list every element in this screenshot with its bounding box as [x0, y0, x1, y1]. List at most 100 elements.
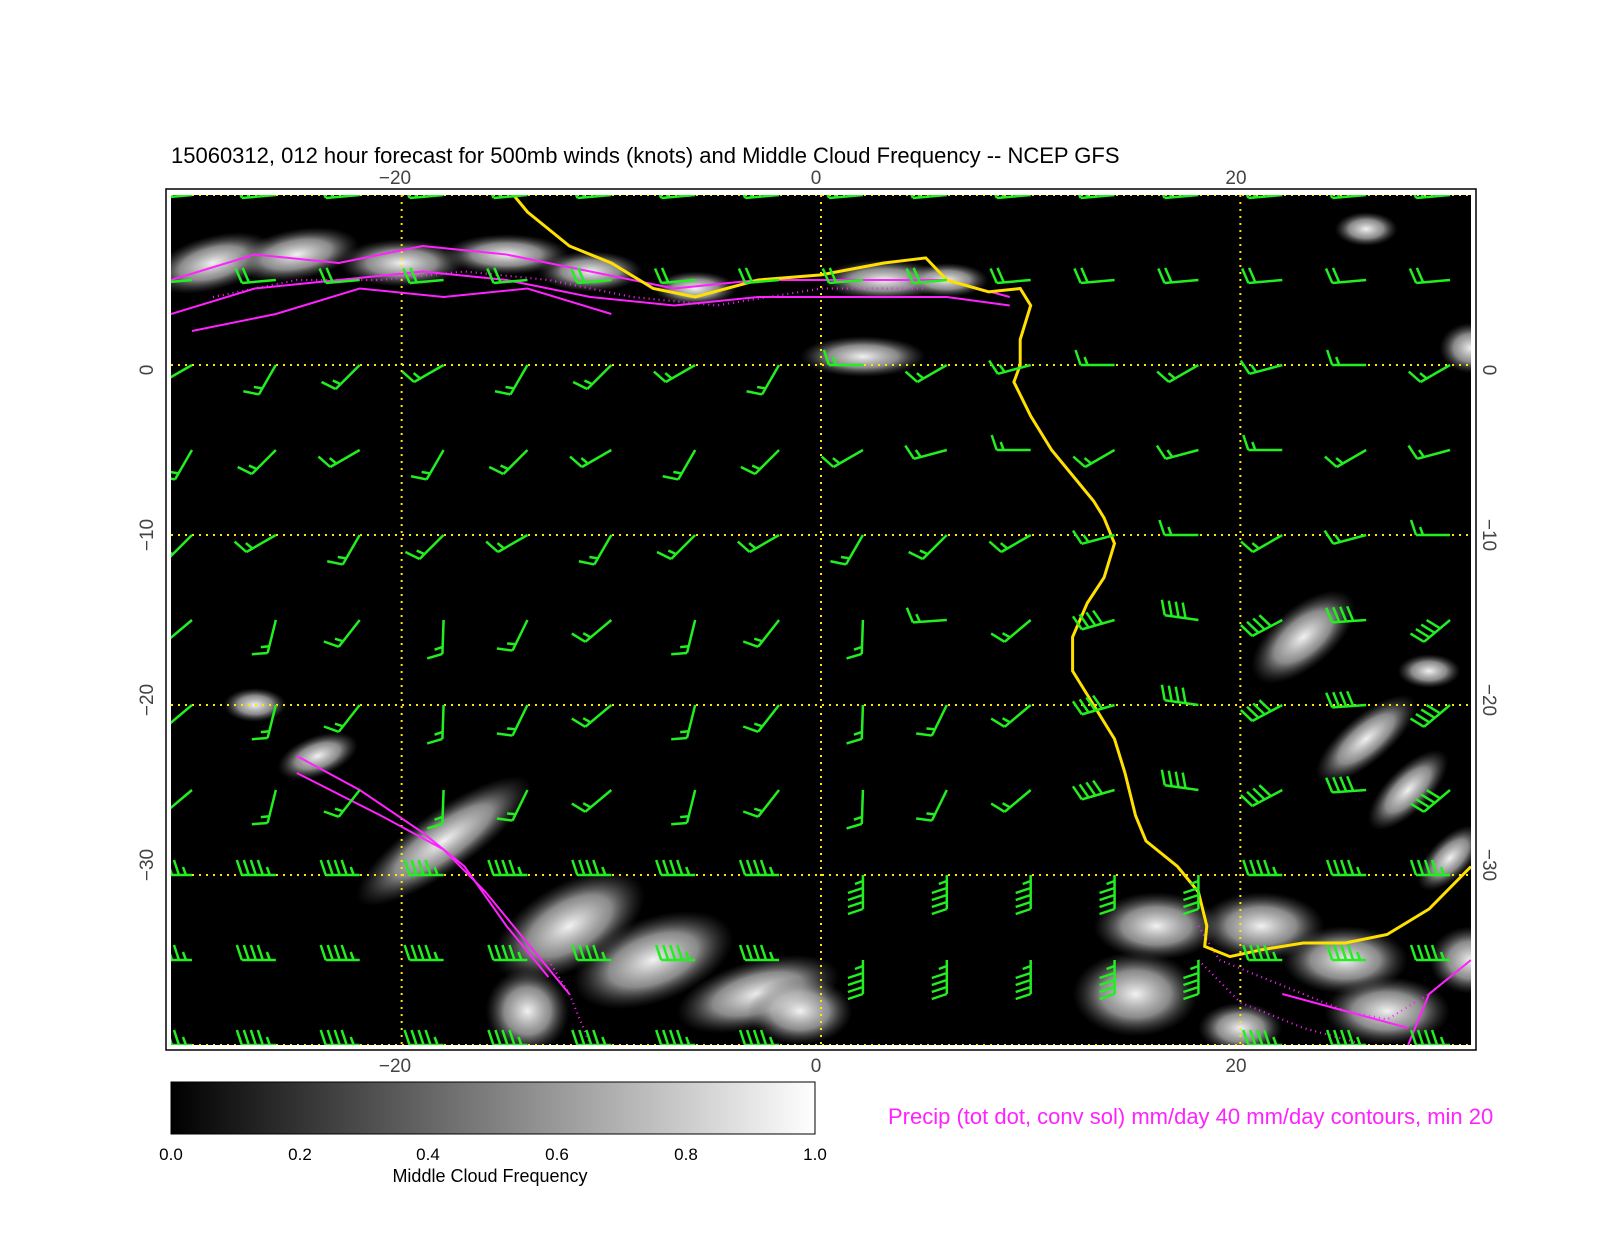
wind-barb [1325, 605, 1367, 624]
wind-barb [931, 960, 949, 1001]
wind-barb [234, 267, 276, 285]
wind-barb [572, 364, 613, 391]
wind-barb [171, 1029, 192, 1045]
wind-barb [571, 789, 613, 813]
wind-barb [1409, 859, 1451, 877]
wind-barb [1071, 609, 1115, 631]
wind-barb [1099, 875, 1116, 916]
wind-barb [653, 363, 696, 384]
wind-barb [487, 859, 528, 877]
wind-barb [404, 534, 445, 561]
cloud-patch [1093, 892, 1220, 960]
wind-barb [496, 619, 529, 652]
right-lat-label: −20 [1478, 684, 1499, 716]
wind-barb [426, 704, 445, 745]
wind-barb [1240, 195, 1283, 200]
wind-barb [486, 195, 528, 200]
wind-barb [990, 704, 1032, 728]
wind-barb [1015, 875, 1032, 916]
wind-barb [821, 195, 864, 200]
wind-barb [1160, 769, 1199, 792]
wind-barb [988, 533, 1032, 554]
wind-barb [233, 533, 277, 554]
wind-barb [323, 619, 361, 648]
wind-barb [1409, 1029, 1451, 1045]
wind-barb [822, 349, 863, 367]
wind-barb [410, 449, 445, 481]
cloud-patch [1324, 977, 1451, 1045]
wind-barb [1242, 1029, 1283, 1045]
wind-barb [1016, 1045, 1031, 1084]
wind-barb [1325, 1029, 1367, 1045]
wind-barb [171, 363, 193, 384]
precip-conv-contour [171, 244, 1010, 298]
wind-barb [1183, 1045, 1198, 1084]
wind-barb [905, 267, 947, 285]
wind-barb [1183, 875, 1200, 916]
wind-barb [1071, 529, 1115, 546]
colorbar-tick-label: 1.0 [803, 1145, 827, 1164]
wind-barb [1325, 859, 1367, 877]
wind-barb [738, 1029, 780, 1045]
wind-barb [251, 789, 278, 826]
colorbar-gradient [170, 1081, 816, 1135]
wind-barb [1242, 944, 1283, 962]
wind-barb [1409, 944, 1451, 962]
cloud-patch [1334, 212, 1398, 246]
colorbar-tick-label: 0.8 [674, 1145, 698, 1164]
cloud-patch [1367, 749, 1449, 831]
bottom-lon-label: 0 [811, 1056, 822, 1077]
wind-barb [1242, 434, 1283, 452]
wind-barb [655, 859, 696, 877]
wind-barb [916, 704, 948, 737]
wind-barb [171, 789, 193, 813]
wind-barb [736, 533, 780, 554]
left-lat-label: 0 [137, 365, 158, 376]
precip-total-contour [1197, 959, 1367, 1045]
wind-barb [1239, 699, 1283, 723]
wind-barb [403, 859, 444, 877]
wind-barb [251, 704, 278, 741]
wind-barb [1408, 195, 1451, 200]
wind-barb [570, 195, 612, 200]
wind-barb [830, 534, 865, 566]
wind-barb [319, 944, 360, 962]
wind-barb [1160, 684, 1199, 707]
wind-barb [1074, 349, 1115, 367]
left-lat-label: −30 [137, 849, 158, 881]
wind-barb [323, 704, 361, 733]
left-lat-label: −20 [137, 684, 158, 716]
wind-barb [326, 534, 361, 566]
precip-contours [171, 244, 1471, 1045]
wind-barb [171, 619, 193, 643]
wind-barb [671, 704, 697, 741]
cloud-patch [1072, 951, 1199, 1037]
wind-barb [1099, 960, 1116, 1001]
wind-barb [846, 704, 865, 745]
wind-barb [1407, 363, 1451, 384]
wind-barb [1409, 519, 1451, 537]
wind-barb [1071, 694, 1115, 716]
wind-barb [662, 449, 697, 481]
precip-conv-contour [191, 287, 612, 332]
wind-barb [571, 859, 612, 877]
bottom-lon-label: −20 [379, 1056, 411, 1077]
wind-barb [319, 859, 360, 877]
wind-barb [1325, 690, 1367, 709]
map-plot-area [171, 195, 1471, 1084]
wind-barb [904, 363, 948, 384]
wind-barb [1157, 267, 1199, 285]
wind-barb [496, 789, 529, 822]
wind-barb [402, 267, 444, 285]
wind-barb [656, 534, 697, 561]
colorbar-tick-label: 0.6 [545, 1145, 569, 1164]
wind-barb [570, 267, 612, 285]
wind-barb [846, 619, 865, 660]
wind-barb [653, 267, 696, 285]
colorbar-tick-label: 0.2 [288, 1145, 312, 1164]
top-lon-label: 20 [1225, 168, 1246, 189]
wind-barb [403, 944, 444, 962]
wind-barb [908, 534, 948, 561]
wind-barb [403, 1029, 444, 1045]
